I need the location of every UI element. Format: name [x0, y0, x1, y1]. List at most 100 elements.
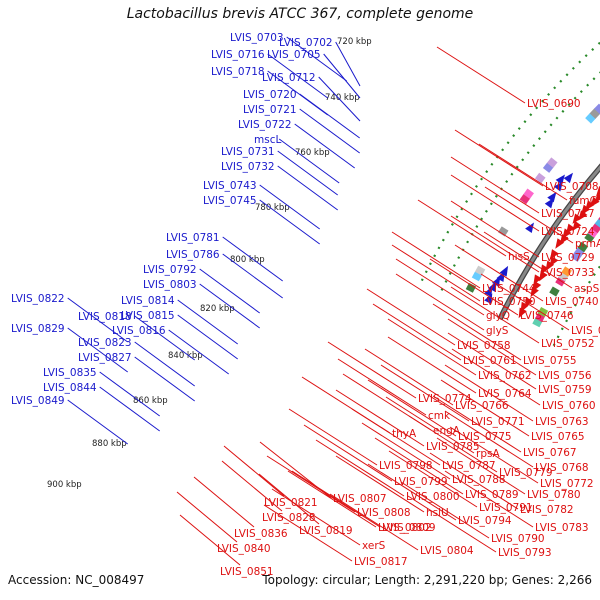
right-gene-label-1: LVIS_0708	[545, 181, 599, 193]
left-gene-leader-2	[267, 53, 328, 99]
gene-arrow-44	[547, 191, 557, 203]
right-gene-label-25: LVIS_0774	[418, 393, 472, 405]
right-gene-leader-22	[447, 318, 537, 376]
right-gene-leader-33	[440, 379, 530, 437]
right-gene-leader-48	[315, 439, 405, 497]
right-gene-leader-4	[450, 174, 540, 232]
left-gene-leader-13	[259, 199, 320, 245]
right-gene-label-38: LVIS_0779	[499, 467, 553, 479]
right-gene-leader-54	[444, 470, 534, 528]
feature-block-45	[591, 222, 600, 234]
right-gene-leader-2	[478, 143, 568, 201]
feature-block-42	[587, 227, 599, 238]
right-gene-leader-21	[387, 318, 477, 376]
right-gene-label-44: LVIS_0788	[452, 474, 506, 486]
right-gene-label-7: LVIS_0729	[541, 252, 595, 264]
right-gene-label-50: LVIS_0782	[520, 504, 574, 516]
feature-block-47	[594, 218, 600, 229]
right-gene-leader-25	[327, 341, 417, 399]
feature-block-30	[570, 251, 582, 262]
gene-arrow-20	[540, 264, 549, 275]
kbp-label-8: 880 kbp	[92, 439, 127, 449]
gene-arrow-49	[585, 200, 595, 211]
right-gene-label-6: hisS	[508, 251, 530, 263]
feature-block-12	[474, 265, 486, 276]
left-gene-label-21: LVIS_0818	[78, 311, 132, 323]
left-gene-label-7: LVIS_0721	[243, 104, 297, 116]
right-gene-leader-14	[429, 258, 519, 316]
feature-block-3	[465, 282, 477, 293]
right-gene-leader-13	[395, 258, 485, 316]
gene-arrow-40	[572, 213, 582, 224]
feature-block-72	[585, 113, 596, 124]
left-gene-leader-0	[286, 36, 347, 82]
right-gene-leader-9	[391, 231, 481, 289]
left-gene-leader-14	[222, 236, 283, 282]
gene-arrow-16	[499, 265, 509, 277]
bottom-gene-label-4: LVIS_0840	[217, 543, 271, 555]
right-gene-leader-40	[288, 408, 378, 466]
right-gene-leader-60	[329, 493, 419, 551]
left-gene-leader-8	[294, 123, 355, 169]
right-gene-label-8: LVIS_0733	[541, 267, 595, 279]
gene-arrow-43	[578, 210, 588, 221]
right-gene-leader-11	[391, 244, 481, 302]
left-gene-label-16: LVIS_0792	[143, 264, 197, 276]
feature-block-55	[542, 162, 554, 173]
right-gene-label-35: LVIS_0785	[426, 441, 480, 453]
left-gene-label-9: mscL	[254, 134, 281, 146]
right-gene-leader-50	[429, 452, 519, 510]
right-gene-leader-53	[367, 463, 457, 521]
topology-summary: Topology: circular; Length: 2,291,220 bp…	[262, 573, 592, 587]
left-gene-leader-24	[134, 341, 195, 387]
right-gene-label-33: LVIS_0765	[531, 431, 585, 443]
right-gene-label-43: LVIS_0799	[394, 476, 448, 488]
right-gene-label-36: LVIS_0767	[523, 447, 577, 459]
right-gene-leader-57	[291, 470, 381, 528]
gene-arrow-0	[518, 307, 527, 319]
accession-label: Accession: NC_008497	[8, 573, 145, 587]
right-gene-leader-55	[287, 470, 377, 528]
right-gene-leader-58	[407, 495, 497, 553]
right-gene-label-22: LVIS_0756	[538, 370, 592, 382]
right-gene-leader-59	[271, 488, 361, 546]
right-gene-label-18: LVIS_0758	[457, 340, 511, 352]
feature-block-75	[589, 108, 600, 119]
kbp-label-7: 860 kbp	[133, 396, 168, 406]
left-gene-leader-16	[199, 268, 260, 314]
feature-block-32	[574, 246, 585, 258]
feature-block-59	[546, 157, 558, 168]
right-gene-leader-20	[432, 303, 522, 361]
right-gene-label-53: LVIS_0794	[458, 515, 512, 527]
right-gene-label-49: LVIS_0791	[479, 502, 533, 514]
right-gene-leader-1	[454, 129, 544, 187]
right-gene-leader-7	[450, 200, 540, 258]
left-gene-leader-28	[67, 399, 128, 445]
right-gene-leader-51	[266, 455, 356, 513]
gene-arrow-17	[533, 274, 542, 285]
right-gene-leader-35	[335, 389, 425, 447]
right-gene-leader-17	[450, 286, 540, 344]
right-gene-label-28: cmk	[428, 410, 451, 422]
right-gene-leader-19	[372, 303, 462, 361]
left-gene-leader-18	[177, 299, 238, 345]
gene-arrow-33	[562, 228, 572, 239]
right-gene-label-57: LVIS_0809	[382, 522, 436, 534]
left-gene-leader-25	[134, 356, 195, 402]
right-gene-leader-39	[444, 410, 534, 468]
right-gene-label-4: LVIS_0724	[541, 226, 595, 238]
gene-arrow-27	[549, 249, 559, 260]
feature-block-38	[584, 232, 595, 243]
gene-arrow-53	[555, 174, 565, 185]
right-gene-leader-30	[444, 364, 534, 422]
left-gene-label-23: LVIS_0829	[11, 323, 65, 335]
left-gene-label-20: LVIS_0816	[112, 325, 166, 337]
left-gene-leader-1	[335, 41, 361, 87]
bottom-gene-label-3: LVIS_0819	[299, 525, 353, 537]
kbp-label-9: 900 kbp	[47, 480, 82, 490]
left-gene-leader-17	[199, 283, 260, 329]
left-gene-leader-21	[134, 315, 195, 361]
left-gene-label-5: LVIS_0712	[262, 72, 316, 84]
